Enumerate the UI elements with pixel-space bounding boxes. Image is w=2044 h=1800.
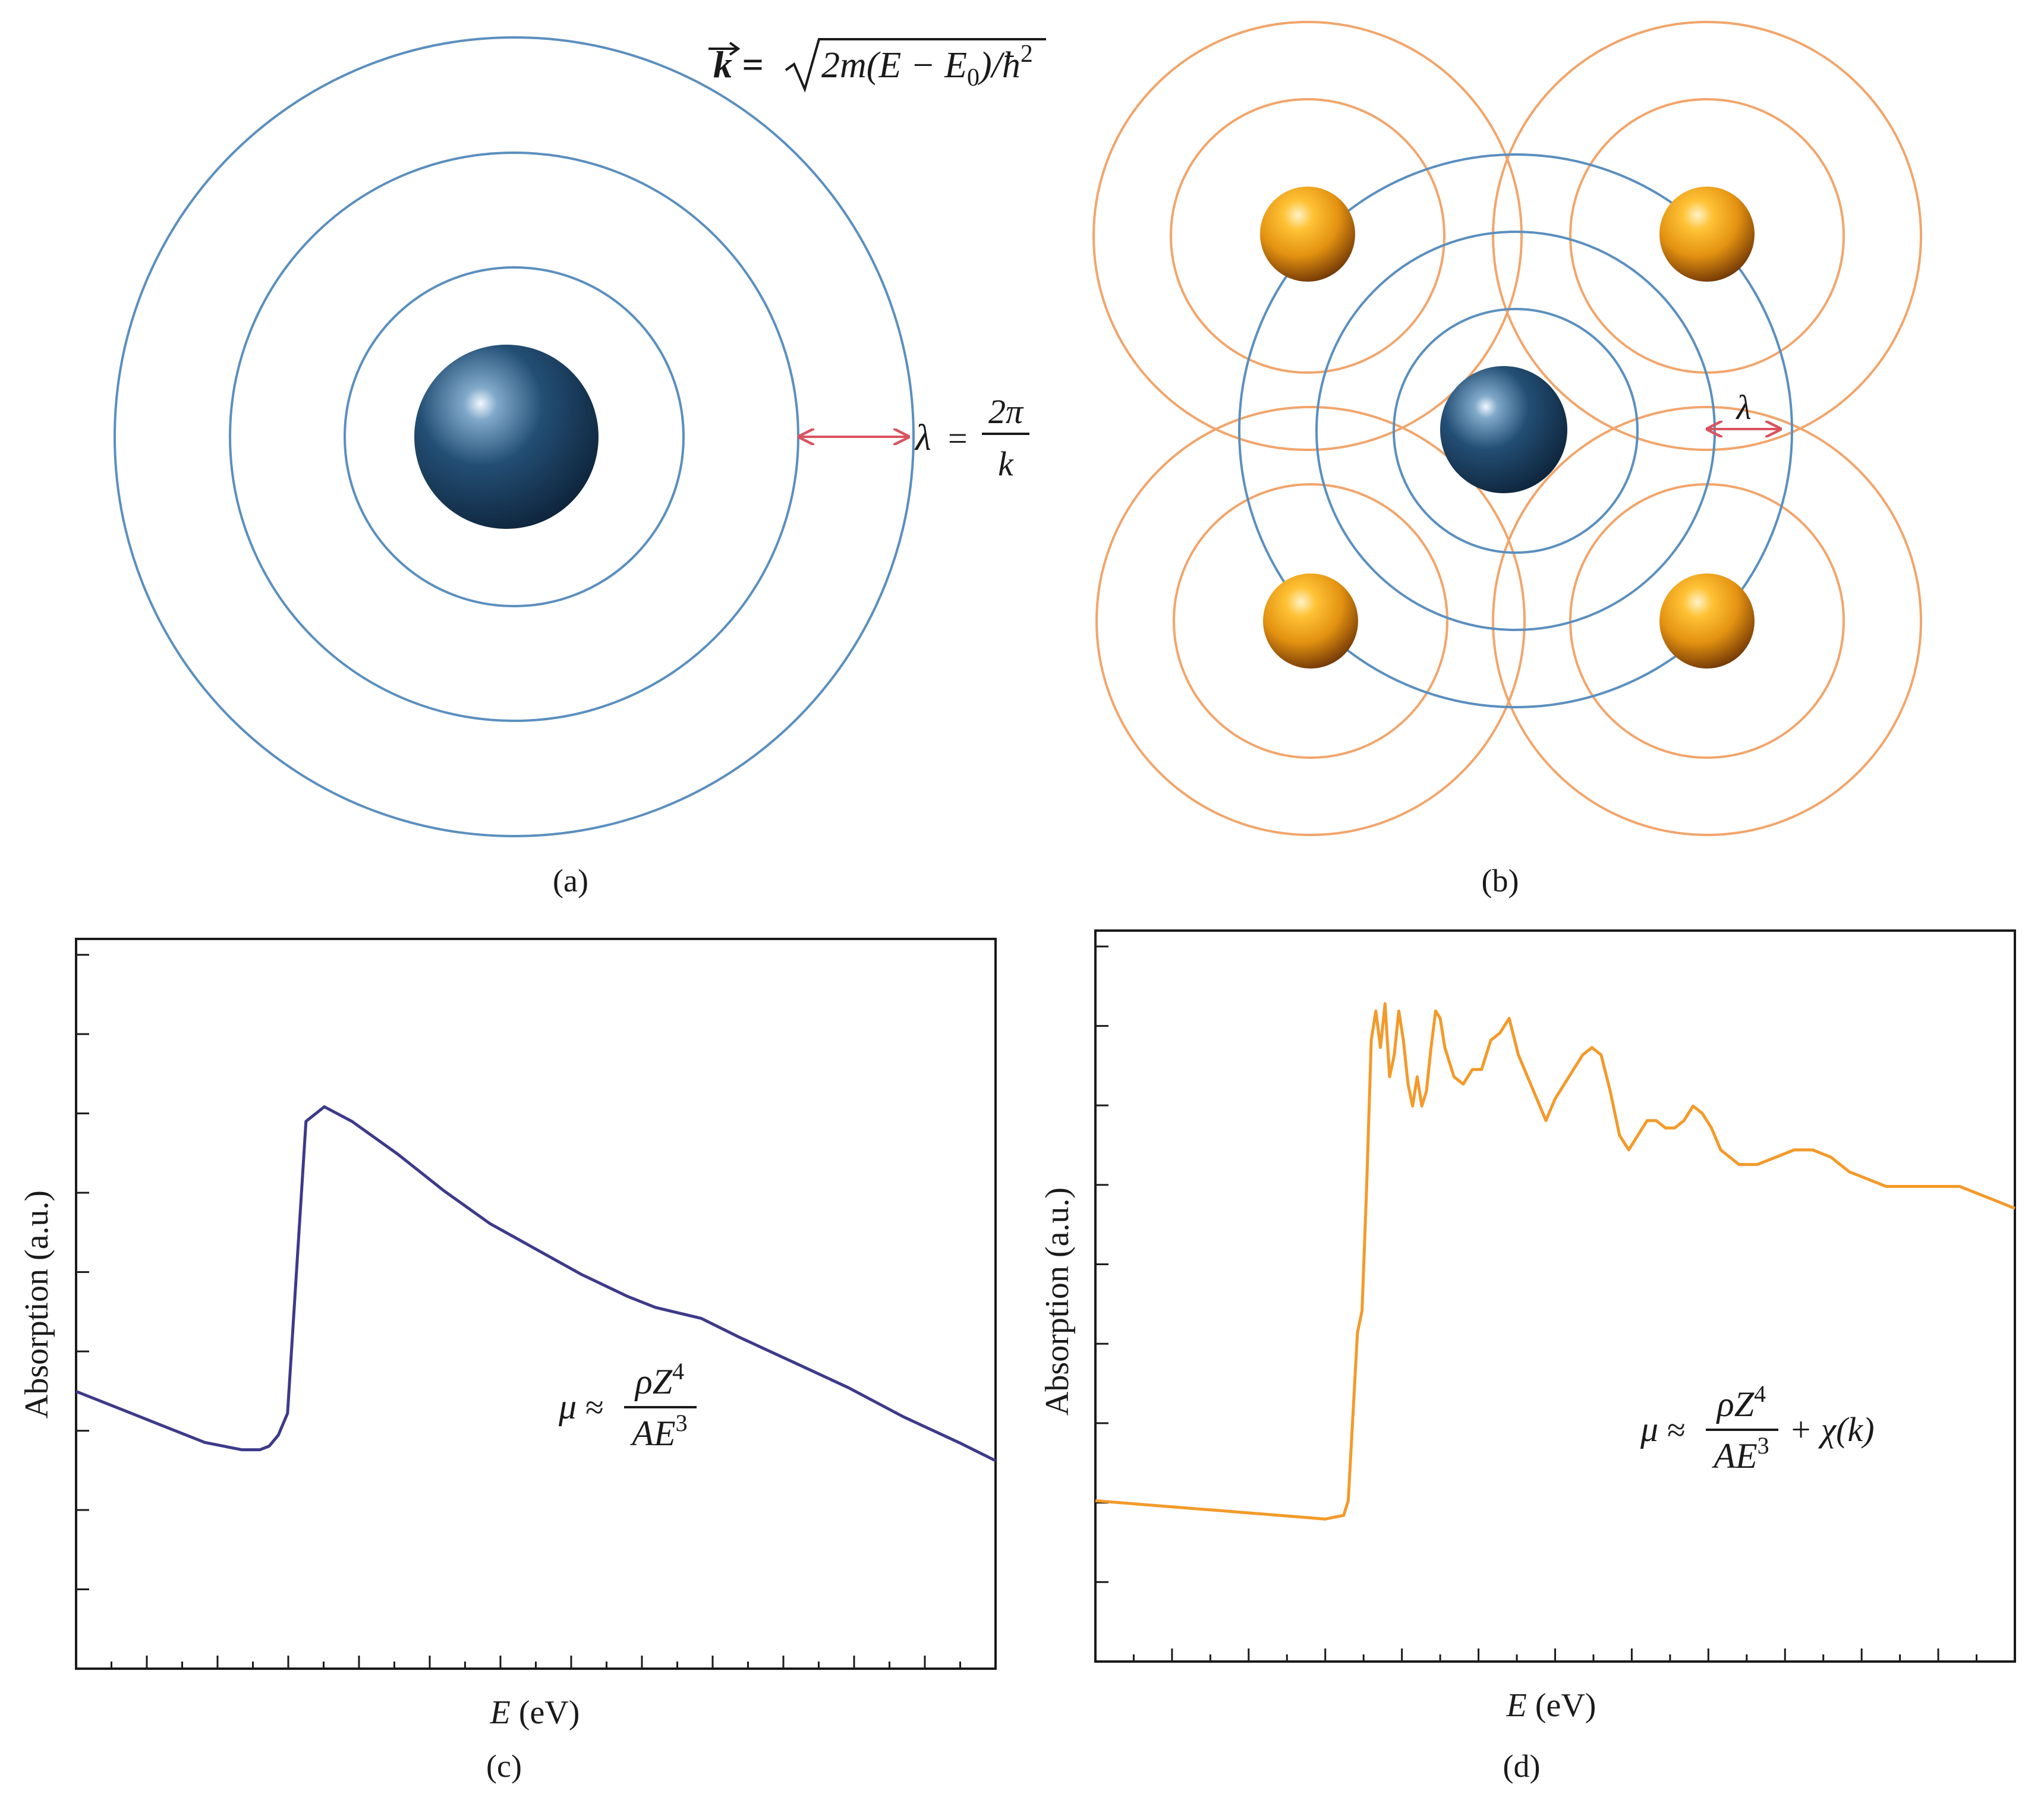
k-vector-arrow <box>708 42 741 56</box>
absorption-curve-d <box>1095 1002 2015 1521</box>
numerator-c: ρZ4 <box>634 1358 684 1401</box>
numerator-sup-d: 4 <box>1754 1380 1766 1407</box>
scattered-waves <box>1092 21 1922 836</box>
radicand-sub: 0 <box>967 64 980 92</box>
panel-a: k = 2m(E − E0)/ħ2 λ = 2π k (a) <box>114 36 1046 899</box>
caption-b: (b) <box>1482 863 1519 899</box>
svg-text:k =: k = <box>713 43 763 86</box>
panel-b: λ (b) <box>1092 21 1922 899</box>
scatterer-atom-tl <box>1260 187 1355 282</box>
scatter-ring-bl-inner <box>1173 483 1448 759</box>
lambda-formula: λ = 2π k <box>914 392 1029 483</box>
scatter-ring-tr-outer <box>1492 21 1922 451</box>
formula-c: μ ≈ ρZ4 AE3 <box>558 1358 697 1453</box>
plot-frame-c <box>75 938 997 1670</box>
x-axis-title-c: E (eV) <box>490 1694 580 1731</box>
y-axis-title-c: Absorption (a.u.) <box>18 1190 55 1418</box>
outgoing-ring-1 <box>1393 308 1639 554</box>
denominator-c: AE3 <box>629 1410 687 1453</box>
lambda-symbol: λ <box>914 418 931 458</box>
chi-term-d: + χ(k) <box>1789 1410 1875 1449</box>
numerator-sup-c: 4 <box>672 1358 684 1385</box>
formula-d: μ ≈ ρZ4 AE3 + χ(k) <box>1640 1380 1875 1476</box>
x-axis-unit-c: (eV) <box>511 1694 580 1731</box>
k-formula: k = 2m(E − E0)/ħ2 <box>708 38 1046 93</box>
sqrt-symbol <box>785 38 1046 93</box>
numerator-d: ρZ4 <box>1716 1380 1766 1424</box>
denominator-sup-d: 3 <box>1758 1432 1769 1459</box>
mu-symbol-c: μ <box>558 1387 577 1426</box>
caption-a: (a) <box>553 863 588 899</box>
tick-marks-d <box>1094 945 2016 1662</box>
outgoing-ring-3 <box>1238 153 1793 708</box>
scatter-ring-bl-outer <box>1095 406 1526 836</box>
scatterer-atom-tr <box>1659 187 1755 282</box>
panel-d: Absorption (a.u.) E (eV) μ ≈ ρZ4 AE3 + χ… <box>1039 929 2016 1784</box>
mu-symbol-d: μ <box>1640 1410 1658 1449</box>
x-axis-unit-d: (eV) <box>1527 1687 1596 1724</box>
scatterer-atom-bl <box>1263 573 1358 669</box>
radicand-part-2: )/ħ <box>978 45 1021 86</box>
lambda-equals: = <box>948 419 968 458</box>
panel-c: Absorption (a.u.) E (eV) μ ≈ ρZ4 AE3 (c) <box>18 938 997 1784</box>
svg-text:2m(E − E0)/ħ2: 2m(E − E0)/ħ2 <box>821 40 1033 92</box>
scatterer-atom-br <box>1659 573 1755 669</box>
y-axis-title-d: Absorption (a.u.) <box>1039 1187 1076 1416</box>
lambda-denominator: k <box>998 445 1014 483</box>
tick-marks-c <box>75 954 997 1669</box>
absorber-atom <box>414 345 599 529</box>
x-axis-title-d: E (eV) <box>1506 1687 1596 1724</box>
wave-ring-3 <box>114 36 915 837</box>
lambda-numerator: 2π <box>988 392 1024 431</box>
radicand-sup: 2 <box>1021 40 1033 68</box>
scatter-ring-tl-outer <box>1092 21 1523 451</box>
caption-d: (d) <box>1503 1748 1541 1784</box>
lambda-label-b: λ <box>1735 388 1751 427</box>
denominator-sup-c: 3 <box>676 1410 688 1436</box>
absorber-atom-b <box>1440 366 1567 493</box>
k-symbol: k <box>713 43 732 86</box>
scatter-ring-tl-inner <box>1170 98 1445 374</box>
denominator-d: AE3 <box>1711 1432 1769 1476</box>
approx-d: ≈ <box>1667 1412 1686 1449</box>
caption-c: (c) <box>486 1748 522 1784</box>
x-axis-var-d: E <box>1506 1687 1527 1724</box>
wave-ring-1 <box>344 266 685 607</box>
radicand-part-1: 2m(E − E <box>821 45 967 86</box>
plot-frame-d <box>1094 929 2016 1663</box>
absorption-curve-c <box>75 1105 997 1462</box>
scatter-ring-br-outer <box>1492 406 1922 836</box>
x-axis-var-c: E <box>490 1694 511 1731</box>
approx-c: ≈ <box>585 1389 604 1426</box>
